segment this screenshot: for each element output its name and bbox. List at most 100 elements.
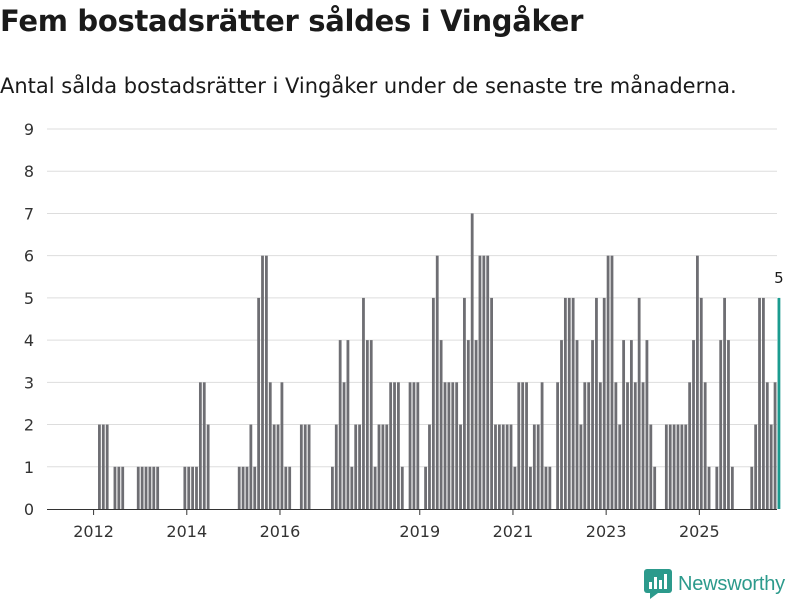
- bar: [501, 424, 505, 509]
- bar: [505, 424, 509, 509]
- x-tick-label: 2019: [399, 522, 440, 541]
- bar: [412, 382, 416, 509]
- bar: [723, 297, 726, 509]
- bar: [567, 297, 571, 509]
- bar: [261, 255, 264, 509]
- bar: [144, 466, 148, 509]
- bar: [105, 424, 109, 509]
- bar: [354, 424, 358, 509]
- bar: [598, 382, 602, 509]
- bar: [428, 424, 431, 509]
- bar: [664, 424, 668, 509]
- bar: [400, 466, 404, 509]
- newsworthy-chart-logo-icon: [644, 569, 672, 599]
- bar: [156, 466, 160, 509]
- bar: [280, 382, 284, 509]
- bar: [408, 382, 412, 509]
- newsworthy-brand: Newsworthy: [644, 568, 785, 600]
- bar: [517, 382, 521, 509]
- y-tick-label: 5: [24, 289, 34, 308]
- bar: [497, 424, 501, 509]
- bar: [369, 340, 373, 509]
- bar: [443, 382, 447, 509]
- bar: [264, 255, 268, 509]
- bar: [416, 382, 420, 509]
- bar: [719, 340, 723, 509]
- bar: [98, 424, 101, 509]
- bar: [117, 466, 121, 509]
- bar: [575, 340, 579, 509]
- bars: [98, 213, 781, 509]
- bar: [358, 424, 361, 509]
- y-tick-label: 1: [24, 458, 34, 477]
- bar: [633, 382, 637, 509]
- bar: [140, 466, 144, 509]
- bar: [307, 424, 311, 509]
- bar: [482, 255, 486, 509]
- brand-name: Newsworthy: [678, 572, 785, 595]
- bar: [618, 424, 622, 509]
- bar: [536, 424, 540, 509]
- bar: [284, 466, 288, 509]
- bar: [241, 466, 245, 509]
- bar: [583, 382, 587, 509]
- bar: [563, 297, 567, 509]
- x-tick-label: 2014: [166, 522, 207, 541]
- x-tick-label: 2016: [260, 522, 301, 541]
- chart-title: Fem bostadsrätter såldes i Vingåker: [0, 4, 584, 38]
- bar: [451, 382, 455, 509]
- bar: [249, 424, 253, 509]
- y-tick-label: 6: [24, 247, 34, 266]
- bar: [614, 382, 618, 509]
- bar: [521, 382, 525, 509]
- bar: [331, 466, 334, 509]
- bar: [447, 382, 451, 509]
- bar: [672, 424, 676, 509]
- bar: [754, 424, 758, 509]
- bar: [342, 382, 346, 509]
- bar: [272, 424, 276, 509]
- bar: [385, 424, 389, 509]
- bar: [696, 255, 699, 509]
- bar: [393, 382, 396, 509]
- bar: [338, 340, 342, 509]
- bar: [773, 382, 777, 509]
- bar: [560, 340, 563, 509]
- bar: [121, 466, 125, 509]
- bar: [699, 297, 703, 509]
- bar: [113, 466, 117, 509]
- y-tick-label: 8: [24, 162, 34, 181]
- bar: [587, 382, 591, 509]
- bar: [490, 297, 493, 509]
- bar: [641, 382, 645, 509]
- bar: [198, 382, 202, 509]
- bar: [649, 424, 653, 509]
- bar: [459, 424, 462, 509]
- bar: [692, 340, 695, 509]
- x-tick-label: 2025: [679, 522, 720, 541]
- bar: [346, 340, 350, 509]
- bar: [579, 424, 583, 509]
- bar: [431, 297, 435, 509]
- bar: [276, 424, 280, 509]
- bar: [470, 213, 474, 509]
- bar: [474, 340, 478, 509]
- bar: [334, 424, 338, 509]
- bar: [253, 466, 257, 509]
- bar: [237, 466, 241, 509]
- y-tick-label: 3: [24, 373, 34, 392]
- bar: [629, 340, 633, 509]
- bar: [529, 466, 532, 509]
- bar: [303, 424, 307, 509]
- bar: [606, 255, 610, 509]
- x-tick-label: 2023: [586, 522, 627, 541]
- bar: [288, 466, 292, 509]
- bar: [715, 466, 719, 509]
- bar: [532, 424, 536, 509]
- bar: [626, 382, 629, 509]
- bar: [268, 382, 272, 509]
- bar: [637, 297, 641, 509]
- bar: [424, 466, 427, 509]
- y-tick-label: 0: [24, 500, 34, 519]
